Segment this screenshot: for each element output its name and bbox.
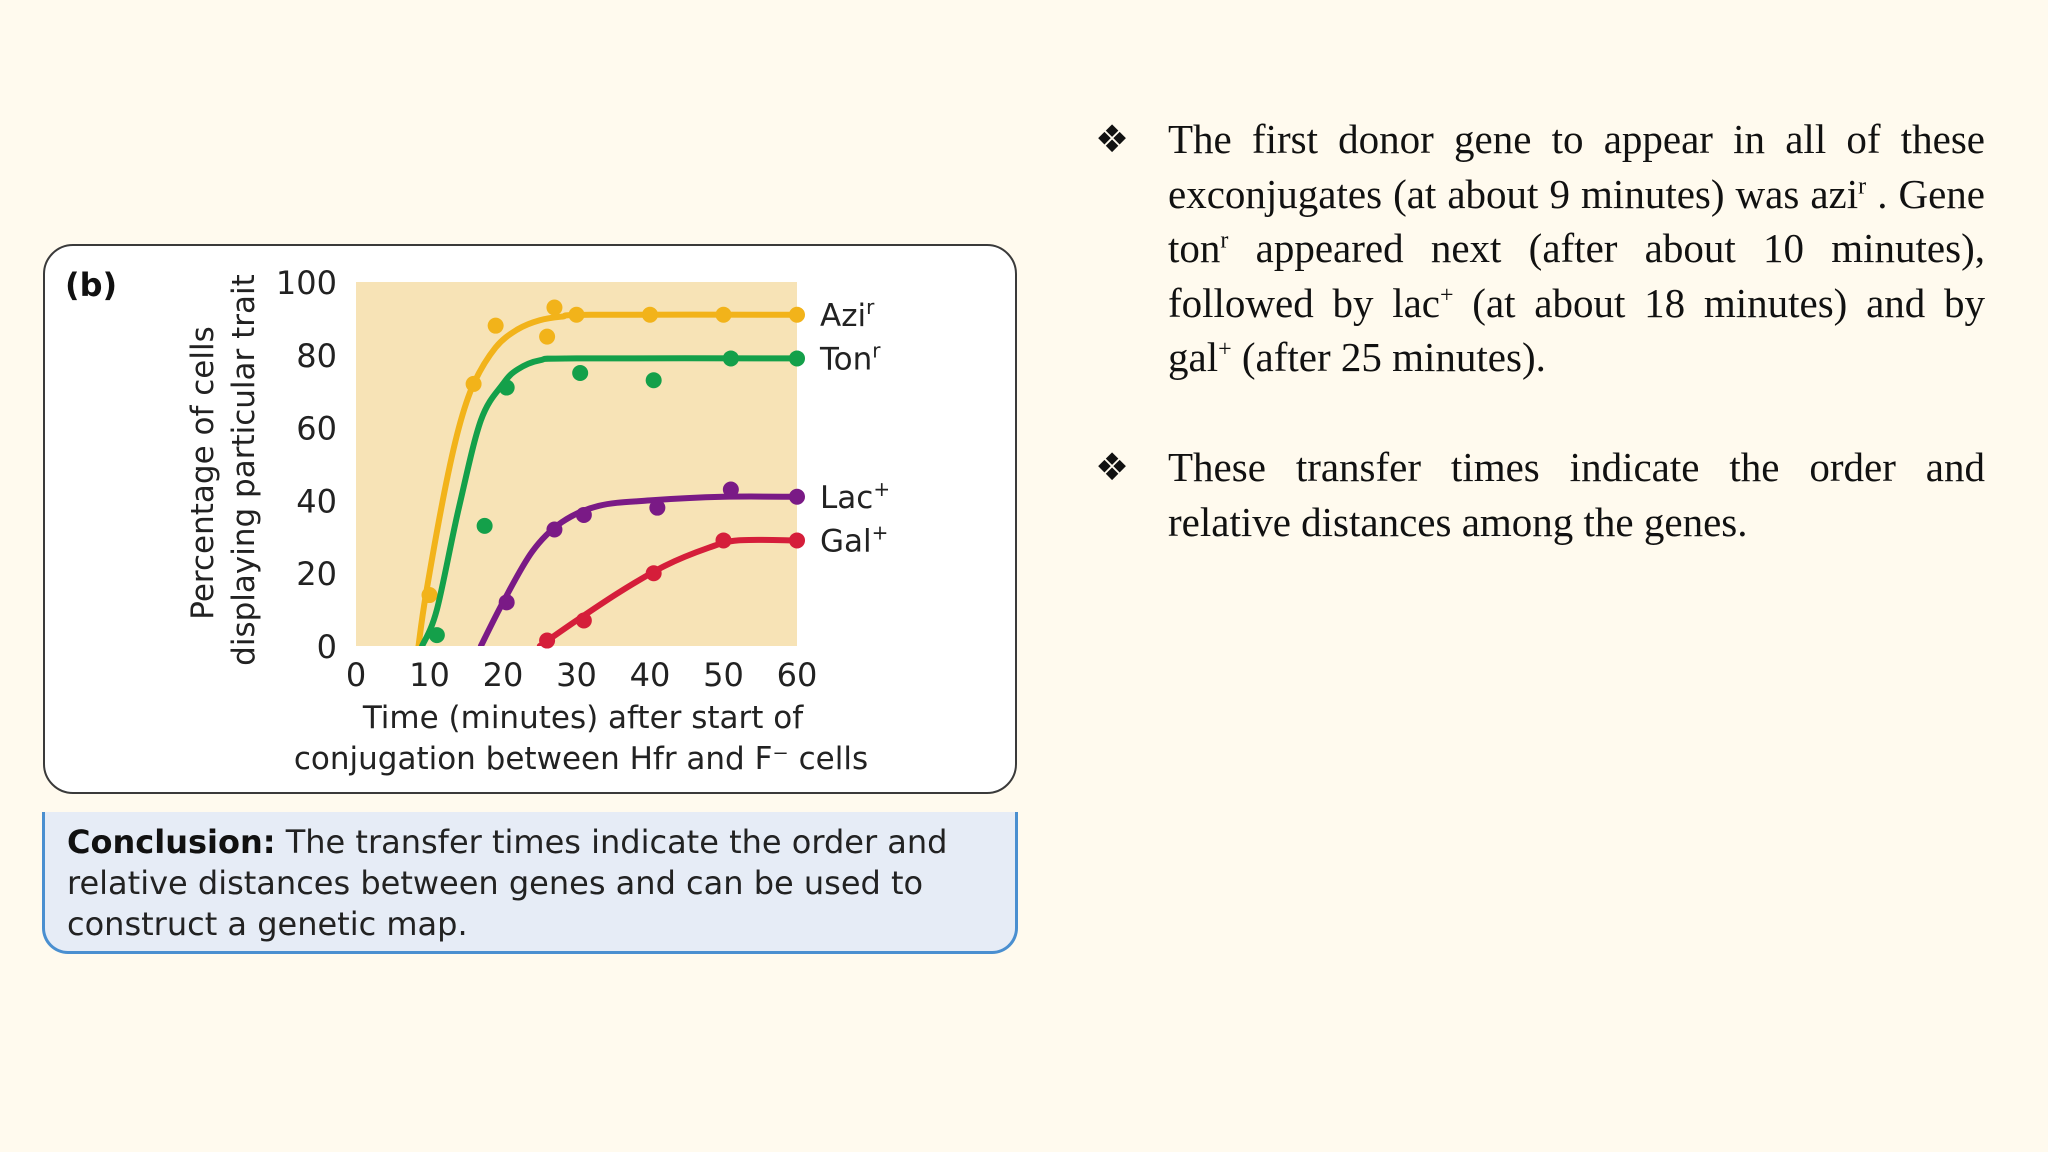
- series-label-ton: Tonr: [819, 338, 881, 377]
- data-point-ton: [572, 365, 589, 381]
- conclusion-text: The transfer times indicate the order an…: [67, 823, 948, 943]
- x-tick-label: 50: [703, 656, 744, 694]
- x-axis-label: conjugation between Hfr and F⁻ cells: [294, 741, 868, 777]
- data-point-azi: [715, 306, 732, 323]
- x-tick-label: 30: [556, 656, 597, 694]
- y-tick-label: 100: [276, 264, 337, 302]
- data-point-ton: [722, 350, 739, 367]
- data-point-lac: [546, 521, 563, 538]
- panel-label: (b): [65, 266, 118, 304]
- x-tick-label: 0: [346, 656, 366, 694]
- data-point-ton: [476, 517, 493, 534]
- data-point-azi: [789, 306, 805, 323]
- data-point-ton: [498, 379, 515, 396]
- data-point-gal: [645, 565, 662, 582]
- x-tick-label: 10: [409, 656, 450, 694]
- plot-background: [356, 282, 797, 646]
- bullet-text: The first donor gene to appear in all of…: [1168, 116, 1986, 380]
- conjugation-chart: 0 20 40 60 80 100 0 10 20 30 40 50 60 Percentage of c…: [185, 264, 890, 777]
- bullet-item-first-donor-gene: ❖ The first donor gene to appear in all …: [1095, 112, 1985, 385]
- x-tick-label: 40: [630, 656, 671, 694]
- y-tick-label: 20: [296, 555, 337, 593]
- data-point-azi: [539, 328, 556, 345]
- y-tick-label: 40: [296, 482, 337, 520]
- data-point-azi: [568, 306, 585, 323]
- y-tick-label: 0: [317, 628, 337, 666]
- data-point-azi: [546, 299, 563, 316]
- data-point-lac: [722, 481, 739, 498]
- data-point-lac: [498, 594, 515, 611]
- bullet-diamond-icon: ❖: [1095, 445, 1130, 489]
- x-tick-label: 20: [483, 656, 524, 694]
- bullet-item-transfer-times: ❖ These transfer times indicate the orde…: [1095, 440, 1985, 549]
- data-point-lac: [789, 488, 805, 505]
- y-axis-label: displaying particular trait: [226, 274, 262, 666]
- data-point-azi: [421, 587, 438, 604]
- data-point-gal: [789, 532, 805, 549]
- y-axis-label: Percentage of cells: [185, 326, 221, 619]
- data-point-gal: [715, 532, 732, 549]
- data-point-ton: [645, 372, 662, 389]
- data-point-ton: [428, 627, 445, 644]
- data-point-azi: [487, 317, 504, 334]
- data-point-lac: [649, 499, 666, 516]
- series-label-gal: Gal+: [820, 520, 888, 559]
- data-point-azi: [642, 306, 658, 323]
- x-tick-label: 60: [777, 656, 818, 694]
- y-tick-label: 60: [296, 410, 337, 448]
- series-label-azi: Azir: [820, 295, 875, 334]
- bullet-text: These transfer times indicate the order …: [1168, 444, 1985, 545]
- x-axis-label: Time (minutes) after start of: [362, 700, 804, 736]
- conclusion-label: Conclusion:: [67, 823, 276, 861]
- bullet-diamond-icon: ❖: [1095, 117, 1130, 161]
- series-label-lac: Lac+: [820, 477, 890, 516]
- data-point-ton: [789, 350, 805, 367]
- data-point-gal: [575, 612, 592, 629]
- data-point-lac: [575, 506, 592, 523]
- data-point-azi: [465, 375, 482, 392]
- data-point-gal: [539, 632, 556, 649]
- y-tick-label: 80: [296, 337, 337, 375]
- conclusion-box: Conclusion: The transfer times indicate …: [42, 812, 1018, 954]
